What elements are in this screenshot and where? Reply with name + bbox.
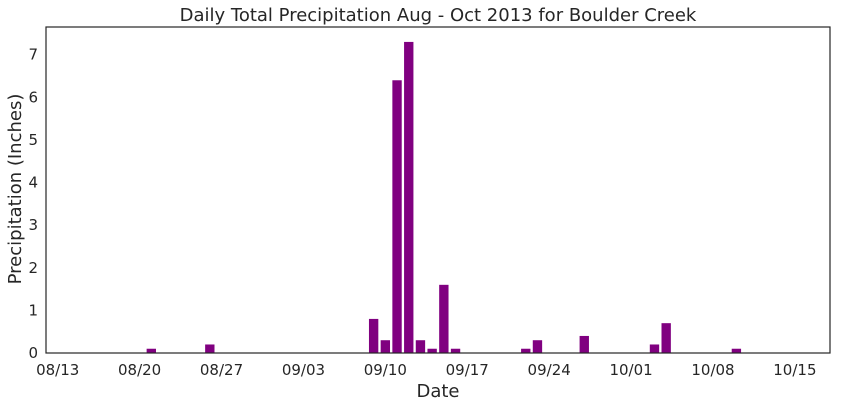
plot-frame: [45, 26, 831, 354]
bar-2013-09-12: [404, 41, 414, 354]
x-tick-label: 09/24: [528, 361, 571, 379]
bar-2013-09-09: [368, 318, 379, 353]
x-axis-label: Date: [416, 381, 459, 402]
bar-2013-09-10: [380, 340, 391, 353]
bar-2013-09-23: [532, 340, 543, 353]
bar-2013-09-15: [439, 284, 449, 353]
bar-2013-10-03: [649, 344, 660, 353]
x-tick-label: 10/15: [773, 361, 816, 379]
x-tick-label: 09/03: [282, 361, 325, 379]
y-axis-label: Precipitation (Inches): [5, 94, 26, 285]
y-tick-labels: 0 1 2 3 4 5 6 7: [28, 46, 38, 362]
bar-2013-09-11: [392, 80, 402, 354]
x-tick-label: 10/08: [691, 361, 734, 379]
x-tick-labels: 08/13 08/20 08/27 09/03 09/10 09/17 09/24 10/01…: [36, 361, 816, 379]
bar-2013-08-21: [146, 348, 156, 353]
bars-group: [146, 41, 742, 354]
chart-title: Daily Total Precipitation Aug - Oct 2013…: [180, 5, 697, 26]
x-tick-label: 09/17: [446, 361, 489, 379]
y-tick-label: 3: [28, 216, 38, 234]
bar-2013-09-16: [450, 348, 461, 353]
y-tick-label: 4: [28, 174, 38, 192]
bar-2013-09-14: [427, 348, 437, 353]
y-tick-label: 7: [28, 46, 38, 64]
bar-2013-09-27: [579, 335, 589, 353]
y-tick-label: 2: [28, 259, 38, 277]
x-tick-label: 09/10: [364, 361, 407, 379]
y-tick-label: 1: [28, 301, 38, 319]
bar-2013-08-26: [205, 344, 215, 353]
bar-2013-10-04: [661, 323, 671, 353]
y-tick-label: 0: [28, 344, 38, 362]
x-tick-label: 08/13: [36, 361, 79, 379]
x-tick-label: 10/01: [609, 361, 652, 379]
x-tick-label: 08/27: [200, 361, 243, 379]
x-tick-label: 08/20: [118, 361, 161, 379]
bar-2013-09-13: [415, 340, 426, 353]
bar-2013-09-22: [521, 348, 531, 353]
bar-2013-10-10: [731, 348, 742, 353]
y-tick-label: 6: [28, 88, 38, 106]
y-tick-label: 5: [28, 131, 38, 149]
